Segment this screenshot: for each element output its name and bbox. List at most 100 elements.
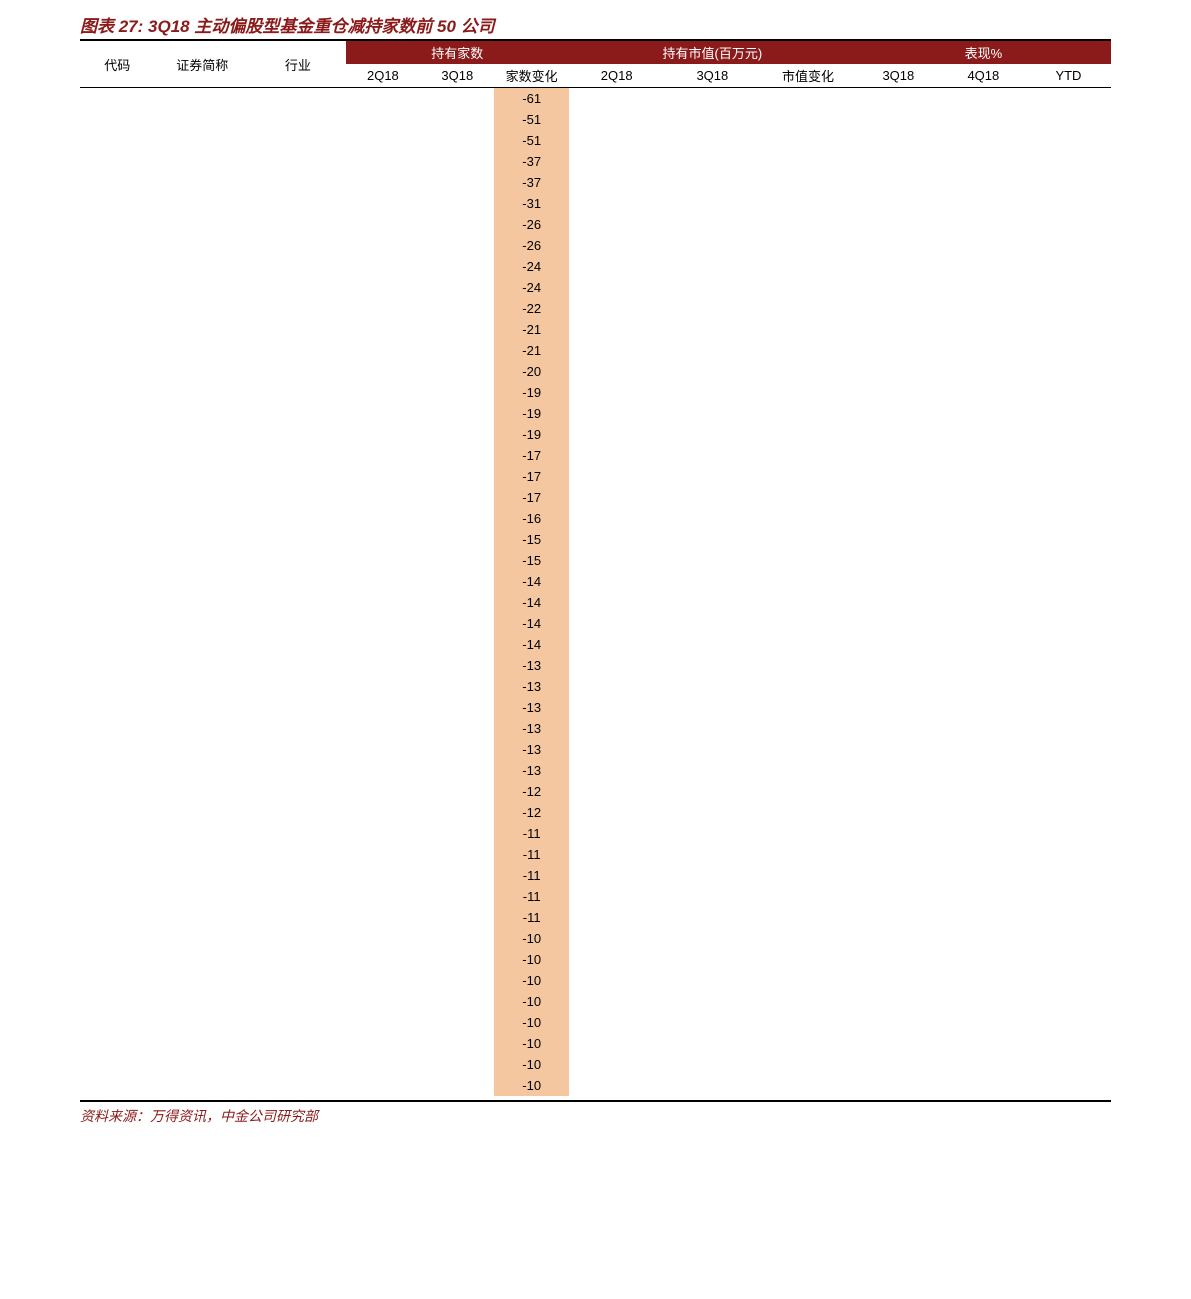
cell-empty xyxy=(420,151,494,172)
cell-empty xyxy=(420,949,494,970)
cell-empty xyxy=(760,550,856,571)
cell-empty xyxy=(856,382,941,403)
cell-empty xyxy=(760,1012,856,1033)
cell-empty xyxy=(80,907,154,928)
cell-empty xyxy=(941,550,1026,571)
cell-empty xyxy=(154,907,250,928)
cell-empty xyxy=(250,466,346,487)
cell-empty xyxy=(569,466,665,487)
table-row: -14 xyxy=(80,592,1111,613)
cell-empty xyxy=(250,697,346,718)
cell-empty xyxy=(760,235,856,256)
cell-empty xyxy=(250,151,346,172)
cell-empty xyxy=(420,424,494,445)
cell-empty xyxy=(346,718,420,739)
cell-empty xyxy=(856,487,941,508)
cell-empty xyxy=(1026,697,1111,718)
cell-change: -51 xyxy=(494,130,568,151)
cell-empty xyxy=(154,802,250,823)
cell-empty xyxy=(250,634,346,655)
cell-empty xyxy=(1026,760,1111,781)
cell-empty xyxy=(856,235,941,256)
th-ytd: YTD xyxy=(1026,64,1111,88)
cell-empty xyxy=(250,613,346,634)
source-line: 资料来源：万得资讯，中金公司研究部 xyxy=(80,1100,1111,1126)
cell-empty xyxy=(80,739,154,760)
table-row: -19 xyxy=(80,382,1111,403)
cell-empty xyxy=(1026,865,1111,886)
cell-empty xyxy=(250,214,346,235)
cell-empty xyxy=(250,1075,346,1096)
cell-empty xyxy=(80,655,154,676)
cell-empty xyxy=(80,319,154,340)
cell-change: -10 xyxy=(494,1012,568,1033)
cell-empty xyxy=(250,949,346,970)
cell-empty xyxy=(250,529,346,550)
cell-empty xyxy=(665,928,761,949)
cell-empty xyxy=(154,256,250,277)
cell-empty xyxy=(856,907,941,928)
cell-empty xyxy=(569,529,665,550)
cell-empty xyxy=(346,676,420,697)
cell-empty xyxy=(856,760,941,781)
cell-empty xyxy=(154,109,250,130)
cell-empty xyxy=(760,928,856,949)
cell-empty xyxy=(250,844,346,865)
cell-change: -31 xyxy=(494,193,568,214)
table-row: -21 xyxy=(80,319,1111,340)
cell-empty xyxy=(665,130,761,151)
cell-empty xyxy=(569,319,665,340)
cell-empty xyxy=(760,676,856,697)
cell-empty xyxy=(154,592,250,613)
cell-empty xyxy=(856,928,941,949)
cell-empty xyxy=(420,529,494,550)
cell-empty xyxy=(1026,1012,1111,1033)
cell-empty xyxy=(420,1075,494,1096)
cell-empty xyxy=(1026,655,1111,676)
cell-empty xyxy=(346,88,420,110)
cell-empty xyxy=(346,802,420,823)
cell-empty xyxy=(569,823,665,844)
cell-empty xyxy=(941,319,1026,340)
chart-title-bar: 图表 27: 3Q18 主动偏股型基金重仓减持家数前 50 公司 xyxy=(80,10,1111,41)
cell-empty xyxy=(250,193,346,214)
cell-empty xyxy=(154,88,250,110)
cell-empty xyxy=(420,361,494,382)
cell-empty xyxy=(665,739,761,760)
cell-change: -14 xyxy=(494,634,568,655)
cell-empty xyxy=(941,655,1026,676)
cell-empty xyxy=(569,550,665,571)
cell-empty xyxy=(420,781,494,802)
cell-empty xyxy=(346,340,420,361)
cell-empty xyxy=(665,235,761,256)
cell-empty xyxy=(346,655,420,676)
cell-empty xyxy=(346,634,420,655)
cell-empty xyxy=(760,718,856,739)
cell-change: -12 xyxy=(494,781,568,802)
cell-empty xyxy=(346,298,420,319)
table-row: -10 xyxy=(80,970,1111,991)
cell-empty xyxy=(665,172,761,193)
cell-change: -10 xyxy=(494,1075,568,1096)
cell-empty xyxy=(760,487,856,508)
cell-empty xyxy=(856,1012,941,1033)
table-row: -11 xyxy=(80,823,1111,844)
cell-empty xyxy=(1026,193,1111,214)
th-group-holders: 持有家数 xyxy=(346,41,569,64)
cell-empty xyxy=(665,970,761,991)
cell-empty xyxy=(856,256,941,277)
cell-empty xyxy=(760,445,856,466)
cell-empty xyxy=(1026,109,1111,130)
table-row: -14 xyxy=(80,634,1111,655)
cell-empty xyxy=(154,361,250,382)
cell-empty xyxy=(760,130,856,151)
cell-change: -61 xyxy=(494,88,568,110)
cell-empty xyxy=(856,403,941,424)
cell-empty xyxy=(760,781,856,802)
th-group-perf: 表现% xyxy=(856,41,1111,64)
cell-empty xyxy=(1026,172,1111,193)
th-3q18-h: 3Q18 xyxy=(420,64,494,88)
cell-empty xyxy=(760,403,856,424)
cell-empty xyxy=(154,781,250,802)
cell-empty xyxy=(569,718,665,739)
